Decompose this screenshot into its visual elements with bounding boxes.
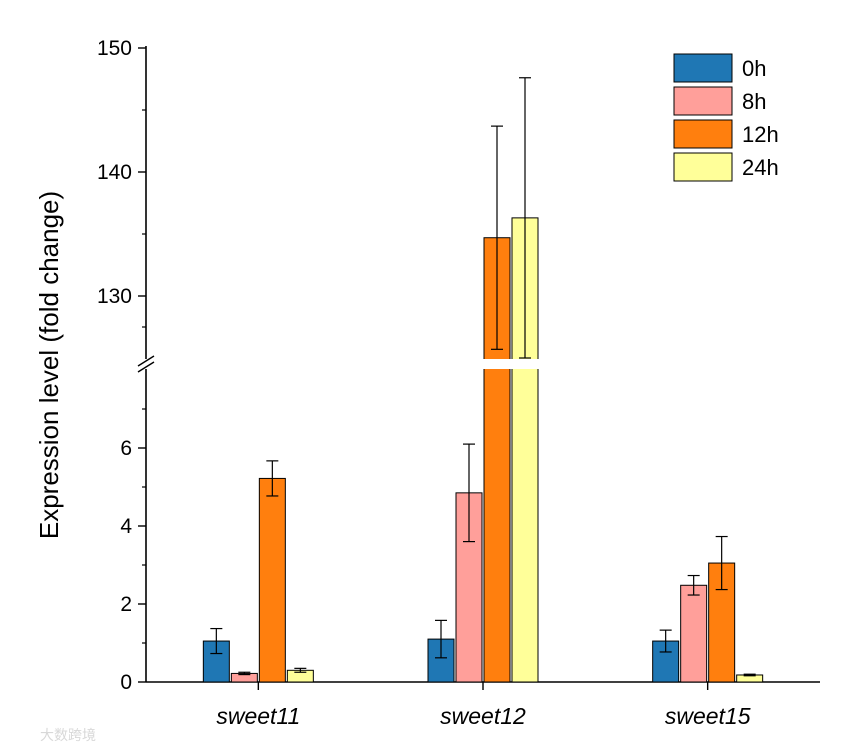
break-mark [137,355,155,367]
axis-break [137,355,821,373]
y-tick-label: 2 [120,593,132,616]
error-bars [210,77,756,677]
legend-swatch [673,152,733,182]
y-tick-label: 140 [97,161,132,184]
bar [680,584,708,683]
legend-swatch [673,86,733,116]
y-tick-label: 150 [97,37,132,60]
ticks: 0 2 4 6 130 140 150 sweet11 sweet12 sweet15 [97,37,751,729]
bar [258,477,286,683]
bars [202,217,764,683]
y-tick-label: 0 [120,671,132,694]
x-tick-label: sweet12 [440,703,526,729]
x-tick-label: sweet15 [665,703,751,729]
y-tick-label: 4 [120,515,132,538]
legend-label: 12h [742,122,779,147]
y-tick-label: 6 [120,437,132,460]
break-axis-gap [143,359,149,369]
watermark: 大数跨境 [40,727,96,743]
legend-label: 24h [742,155,779,180]
legend-swatch [673,119,733,149]
break-band [147,359,821,369]
y-tick-label: 130 [97,285,132,308]
legend-swatch [673,53,733,83]
y-axis-title: Expression level (fold change) [34,191,64,539]
break-mark [137,361,155,373]
x-tick-label: sweet11 [216,703,300,729]
legend-label: 0h [742,56,766,81]
legend-label: 8h [742,89,766,114]
legend: 0h 8h 12h 24h [673,53,779,182]
